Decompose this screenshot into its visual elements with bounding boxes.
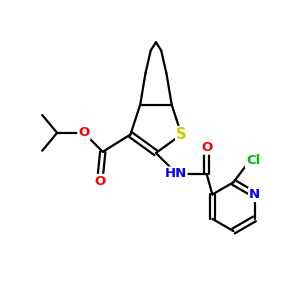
Text: O: O: [94, 175, 106, 188]
Text: Cl: Cl: [246, 154, 260, 167]
Text: HN: HN: [164, 167, 187, 181]
Text: S: S: [176, 127, 187, 142]
Text: O: O: [78, 126, 89, 140]
Text: N: N: [249, 188, 260, 201]
Text: O: O: [201, 141, 212, 154]
